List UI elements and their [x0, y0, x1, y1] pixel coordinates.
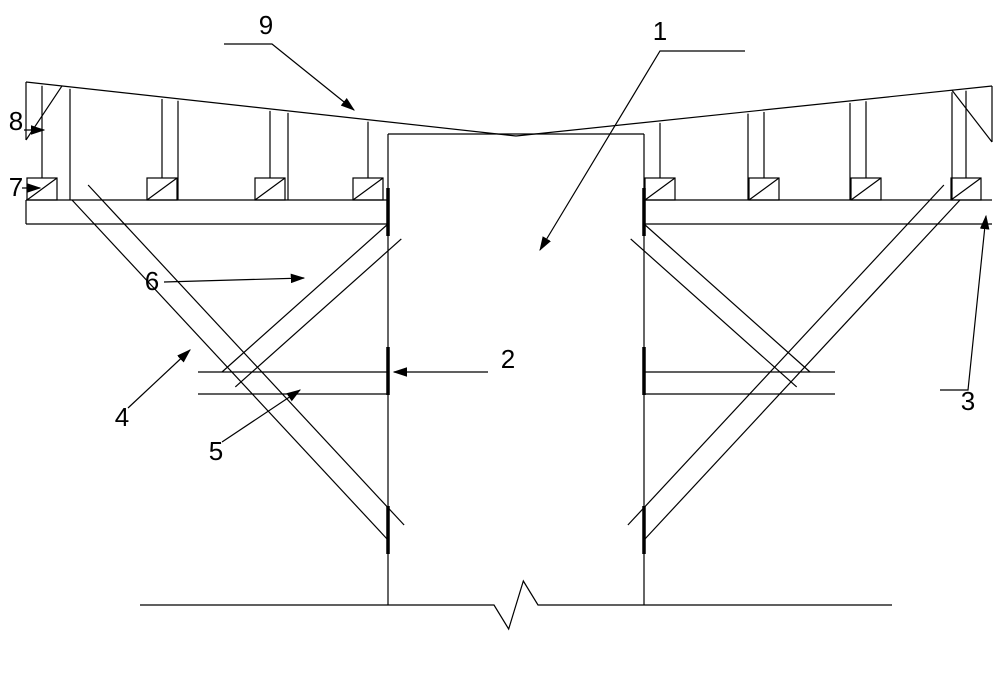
ground-line [140, 581, 892, 629]
diagram-svg: 1 2 3 4 5 6 7 8 9 [0, 0, 1000, 686]
callout-leader-9 [224, 44, 354, 110]
callout-leader-5 [222, 390, 300, 442]
callout-label-7: 7 [9, 172, 23, 202]
callout-leader-3 [940, 216, 986, 390]
callout-label-2: 2 [501, 344, 515, 374]
callout-label-6: 6 [145, 266, 159, 296]
girder-soffit-left [26, 82, 516, 136]
callout-leader-4 [128, 350, 190, 408]
callout-label-4: 4 [115, 402, 129, 432]
callout-label-9: 9 [259, 10, 273, 40]
callout-label-8: 8 [9, 106, 23, 136]
callout-label-5: 5 [209, 436, 223, 466]
callout-label-3: 3 [961, 386, 975, 416]
labels-group: 1 2 3 4 5 6 7 8 9 [9, 10, 986, 466]
callout-leader-6 [164, 278, 304, 282]
girder-soffit-right [516, 86, 992, 136]
callout-label-1: 1 [653, 16, 667, 46]
